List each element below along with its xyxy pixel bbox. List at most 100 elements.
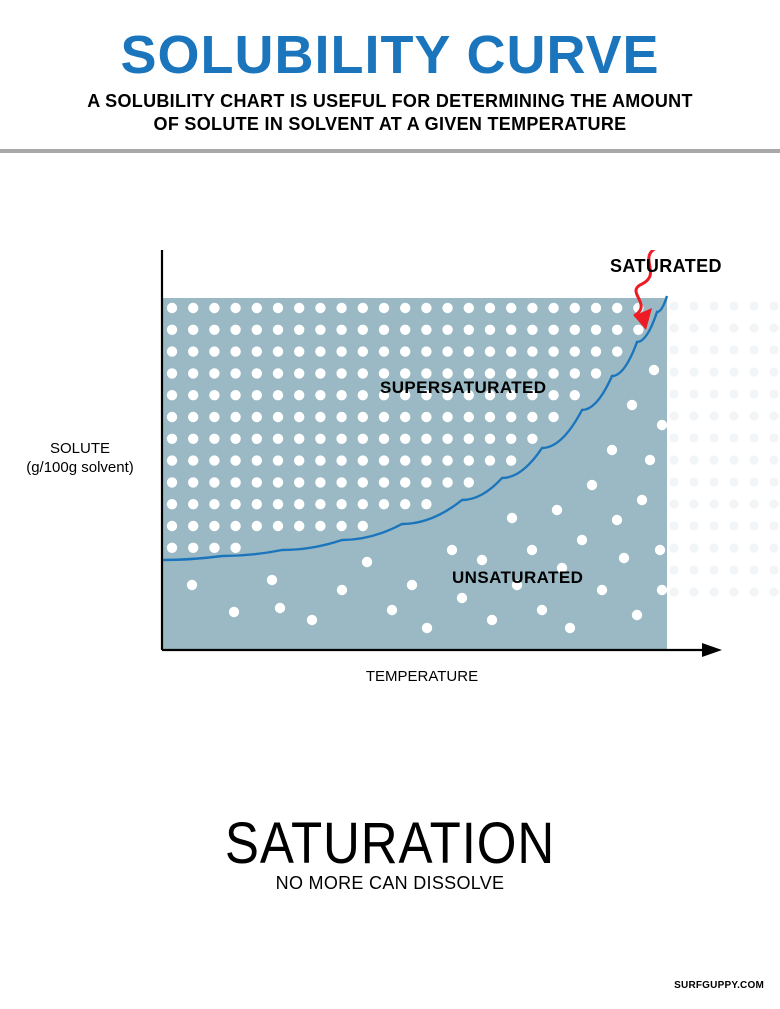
dense-dot [188, 434, 198, 444]
dense-dot [252, 390, 262, 400]
ghost-dot [709, 433, 718, 442]
ghost-dot [769, 477, 778, 486]
dense-dot [591, 325, 601, 335]
sparse-dot [645, 455, 655, 465]
ghost-dot [729, 499, 738, 508]
dense-dot [336, 499, 346, 509]
dense-dot [230, 543, 240, 553]
ghost-dot [729, 345, 738, 354]
dense-dot [252, 303, 262, 313]
dense-dot [273, 346, 283, 356]
dense-dot [421, 434, 431, 444]
dense-dot [421, 303, 431, 313]
dense-dot [358, 390, 368, 400]
dense-dot [358, 521, 368, 531]
ghost-dot [709, 587, 718, 596]
ghost-dot [669, 345, 678, 354]
dense-dot [273, 368, 283, 378]
dense-dot [252, 346, 262, 356]
dense-dot [527, 325, 537, 335]
ghost-dot [709, 345, 718, 354]
y-axis-label: SOLUTE (g/100g solvent) [10, 440, 150, 478]
dense-dot [548, 303, 558, 313]
dense-dot [315, 434, 325, 444]
dense-dot [421, 412, 431, 422]
dense-dot [400, 346, 410, 356]
ghost-dot [689, 587, 698, 596]
ghost-dot [729, 477, 738, 486]
dense-dot [209, 455, 219, 465]
dense-dot [273, 499, 283, 509]
ghost-dot [669, 301, 678, 310]
dense-dot [548, 412, 558, 422]
ghost-dot [769, 389, 778, 398]
dense-dot [230, 455, 240, 465]
ghost-dot [709, 521, 718, 530]
ghost-dot [709, 389, 718, 398]
sparse-dot [267, 575, 277, 585]
dense-dot [485, 412, 495, 422]
dense-dot [336, 325, 346, 335]
dense-dot [209, 521, 219, 531]
dense-dot [188, 325, 198, 335]
dense-dot [336, 434, 346, 444]
dense-dot [315, 325, 325, 335]
sparse-dot [565, 623, 575, 633]
dense-dot [379, 412, 389, 422]
dense-dot [548, 325, 558, 335]
sparse-dot [597, 585, 607, 595]
ghost-dot [729, 323, 738, 332]
dense-dot [379, 325, 389, 335]
ghost-dot [749, 565, 758, 574]
dense-dot [230, 325, 240, 335]
sparse-dot [307, 615, 317, 625]
sparse-dot [657, 420, 667, 430]
dense-dot [188, 455, 198, 465]
dense-dot [315, 412, 325, 422]
ghost-dot [709, 411, 718, 420]
y-axis-label-line-1: SOLUTE [50, 440, 110, 457]
sparse-dot [362, 557, 372, 567]
dense-dot [336, 303, 346, 313]
dense-dot [167, 521, 177, 531]
solubility-chart: SOLUTE (g/100g solvent) TEMPERATURE SUPE… [0, 250, 780, 710]
subtitle-line-2: OF SOLUTE IN SOLVENT AT A GIVEN TEMPERAT… [154, 114, 627, 134]
y-axis-label-line-2: (g/100g solvent) [26, 459, 134, 476]
ghost-dot [749, 499, 758, 508]
sparse-dot [457, 593, 467, 603]
dense-dot [252, 455, 262, 465]
dense-dot [379, 499, 389, 509]
ghost-dot [669, 455, 678, 464]
ghost-dot [669, 521, 678, 530]
dense-dot [400, 303, 410, 313]
dense-dot [442, 412, 452, 422]
dense-dot [273, 455, 283, 465]
dense-dot [252, 368, 262, 378]
ghost-dot [689, 345, 698, 354]
dense-dot [548, 390, 558, 400]
dense-dot [570, 346, 580, 356]
dense-dot [400, 434, 410, 444]
dense-dot [294, 455, 304, 465]
sparse-dot [552, 505, 562, 515]
dense-dot [273, 390, 283, 400]
dense-dot [379, 434, 389, 444]
dense-dot [315, 303, 325, 313]
dense-dot [442, 477, 452, 487]
dense-dot [506, 325, 516, 335]
ghost-dot [689, 411, 698, 420]
ghost-dot [749, 323, 758, 332]
ghost-dot [709, 367, 718, 376]
dense-dot [570, 303, 580, 313]
ghost-dot [709, 455, 718, 464]
ghost-dot [669, 367, 678, 376]
ghost-dot [689, 499, 698, 508]
ghost-dot [769, 455, 778, 464]
ghost-dot [749, 543, 758, 552]
sparse-dot [657, 585, 667, 595]
dense-dot [230, 434, 240, 444]
ghost-dot [729, 301, 738, 310]
dense-dot [167, 368, 177, 378]
dense-dot [230, 499, 240, 509]
sparse-dot [577, 535, 587, 545]
